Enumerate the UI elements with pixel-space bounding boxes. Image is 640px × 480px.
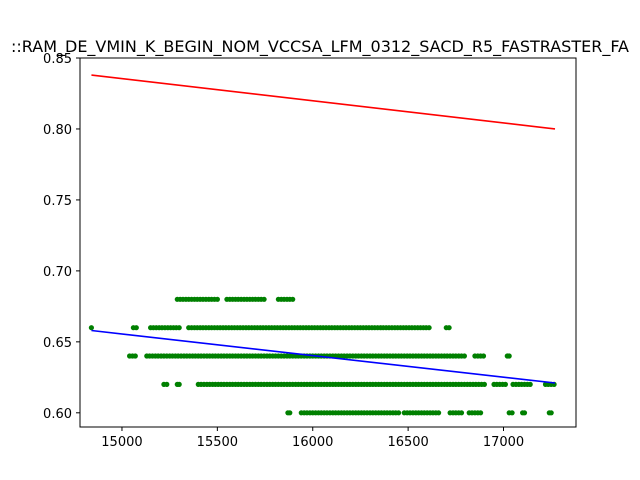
scatter-point	[261, 296, 267, 302]
scatter-point	[506, 353, 512, 359]
scatter-point	[133, 325, 139, 331]
scatter-point	[164, 381, 170, 387]
scatter-point	[521, 410, 528, 416]
y-tick-label: 0.60	[43, 407, 72, 422]
scatter-point	[446, 325, 452, 331]
scatter-point	[426, 325, 432, 331]
scatter-point	[287, 410, 293, 416]
x-tick-label: 15500	[197, 435, 238, 450]
y-tick-label: 0.75	[43, 194, 72, 209]
scatter-point	[502, 381, 508, 387]
scatter-point	[176, 325, 182, 331]
y-tick-label: 0.85	[43, 52, 72, 67]
x-tick-label: 15000	[101, 435, 142, 450]
scatter-point	[461, 353, 467, 359]
axes-frame	[79, 57, 577, 428]
x-tick-label: 16000	[292, 435, 333, 450]
x-tick-label: 16500	[387, 435, 428, 450]
scatter-point	[548, 410, 554, 416]
trend-line-1	[91, 74, 556, 130]
chart-title: ::RAM_DE_VMIN_K_BEGIN_NOM_VCCSA_LFM_0312…	[11, 37, 629, 57]
axes: 15000 15500 16000 16500 17000 0.60 0.65 0.70 0.7…	[43, 52, 577, 450]
scatter-point	[132, 353, 138, 359]
scatter-point	[436, 410, 442, 416]
y-tick-label: 0.70	[43, 265, 72, 280]
plot-area	[88, 74, 557, 416]
x-tick-label: 17000	[483, 435, 524, 450]
trend-line-2	[91, 329, 556, 384]
scatter-point	[478, 410, 484, 416]
scatter-point	[509, 410, 515, 416]
y-tick-label: 0.80	[43, 123, 72, 138]
scatter-point	[481, 381, 487, 387]
scatter-point	[176, 381, 182, 387]
scatter-point	[527, 381, 533, 387]
y-tick-label: 0.65	[43, 336, 72, 351]
scatter-point	[396, 410, 402, 416]
scatter-point	[458, 410, 465, 416]
scatter-point	[88, 325, 94, 331]
scatter-point	[290, 296, 296, 302]
scatter-point	[480, 353, 487, 359]
scatter-point	[214, 296, 220, 302]
